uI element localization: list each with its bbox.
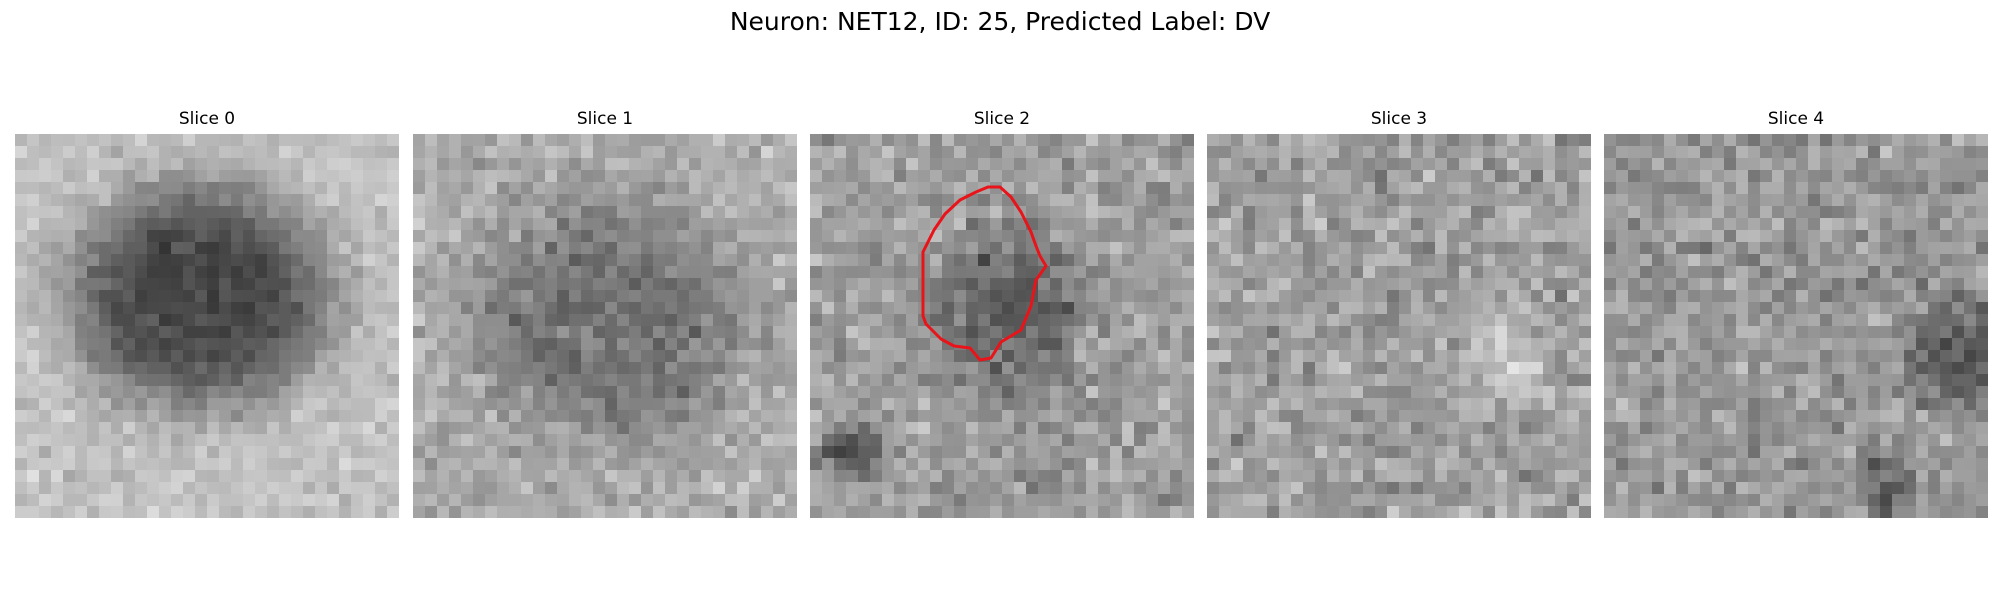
figure-title: Neuron: NET12, ID: 25, Predicted Label: … [729,7,1271,36]
slice-title: Slice 3 [1370,109,1428,129]
slice-title: Slice 1 [576,109,634,129]
slice-image [1604,134,1988,518]
slice-panel-0: Slice 0 [15,108,399,518]
slice-title: Slice 2 [973,109,1031,129]
slice-panel-2: Slice 2 [810,108,1194,518]
slice-title: Slice 0 [178,109,236,129]
slice-image [15,134,399,518]
slice-title: Slice 4 [1767,109,1825,129]
slice-image [1207,134,1591,518]
slice-panel-4: Slice 4 [1604,108,1988,518]
slice-panel-3: Slice 3 [1207,108,1591,518]
slice-image [413,134,797,518]
slice-image [810,134,1194,518]
slice-panel-1: Slice 1 [413,108,797,518]
